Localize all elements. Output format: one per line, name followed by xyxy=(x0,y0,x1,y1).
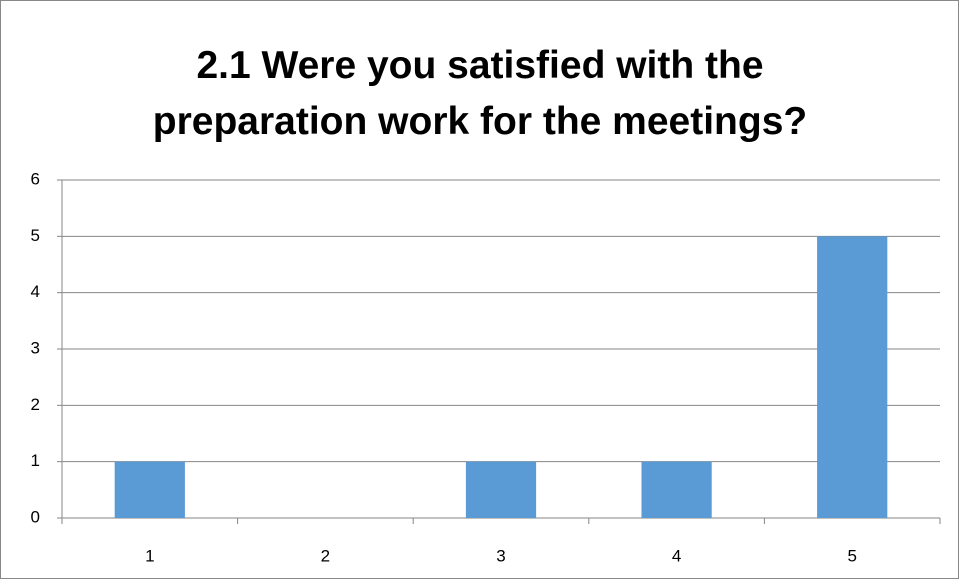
y-tick-label: 1 xyxy=(31,451,40,470)
y-tick-label: 6 xyxy=(31,169,40,188)
chart-title: 2.1 Were you satisfied with the preparat… xyxy=(152,44,808,143)
x-tick-label: 3 xyxy=(496,546,505,565)
bar xyxy=(114,461,185,518)
y-tick-label: 3 xyxy=(31,338,40,357)
x-tick-label: 1 xyxy=(145,546,154,565)
x-tick-label: 4 xyxy=(672,546,681,565)
bar xyxy=(641,461,712,518)
y-tick-label: 5 xyxy=(31,226,40,245)
y-tick-label: 0 xyxy=(31,507,40,526)
y-tick-label: 2 xyxy=(31,395,40,414)
y-tick-label: 4 xyxy=(31,282,40,301)
x-tick-label: 2 xyxy=(321,546,330,565)
x-tick-label: 5 xyxy=(847,546,856,565)
bar xyxy=(465,461,537,518)
bar xyxy=(817,236,888,519)
